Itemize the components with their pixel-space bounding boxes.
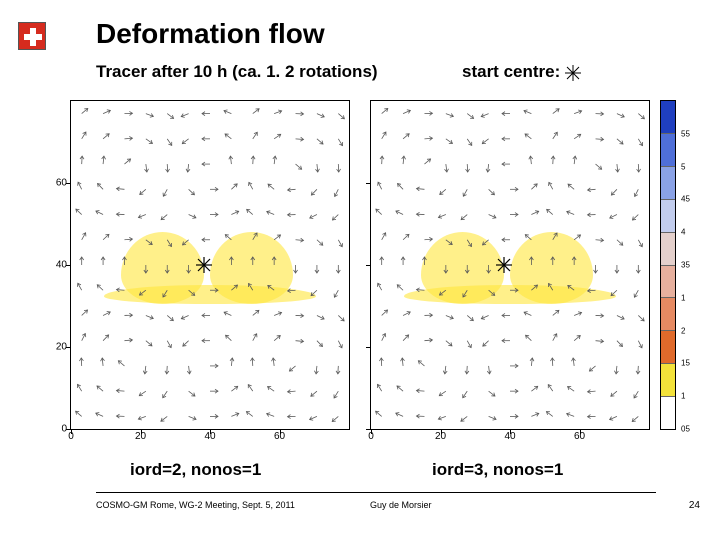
start-centre-text: start centre: (462, 62, 560, 81)
colorbar-segment (661, 330, 675, 363)
footer-left: COSMO-GM Rome, WG-2 Meeting, Sept. 5, 20… (96, 500, 295, 510)
colorbar-segment (661, 363, 675, 396)
xtick-label: 20 (135, 429, 146, 442)
centre-star-icon (196, 257, 212, 273)
colorbar-segment (661, 297, 675, 330)
xtick-label: 40 (204, 429, 215, 442)
xtick-label: 0 (368, 429, 374, 442)
panel-left: 02040600204060 (70, 100, 350, 430)
colorbar-segment (661, 166, 675, 199)
colorbar-label: 55 (681, 129, 690, 138)
panel-right: 0204060 (370, 100, 650, 430)
colorbar-label: 1 (681, 293, 685, 302)
colorbar-label: 05 (681, 425, 690, 434)
footer-author: Guy de Morsier (370, 500, 432, 510)
colorbar: 555454351215105 (660, 100, 676, 430)
page-title: Deformation flow (96, 18, 325, 50)
colorbar-label: 2 (681, 326, 685, 335)
footer-page-number: 24 (689, 500, 700, 511)
colorbar-segment (661, 199, 675, 232)
xtick-label: 60 (274, 429, 285, 442)
caption-right: iord=3, nonos=1 (432, 460, 563, 480)
swiss-logo (18, 22, 46, 50)
ytick-label: 40 (56, 260, 71, 271)
xtick-label: 60 (574, 429, 585, 442)
colorbar-label: 45 (681, 195, 690, 204)
xtick-label: 20 (435, 429, 446, 442)
caption-left: iord=2, nonos=1 (130, 460, 261, 480)
colorbar-label: 5 (681, 162, 685, 171)
start-centre-label: start centre: (462, 62, 581, 82)
colorbar-segment (661, 396, 675, 429)
colorbar-segment (661, 101, 675, 133)
star-icon (565, 65, 581, 81)
subtitle: Tracer after 10 h (ca. 1. 2 rotations) (96, 62, 378, 82)
colorbar-segment (661, 265, 675, 298)
ytick-label: 60 (56, 178, 71, 189)
colorbar-label: 4 (681, 228, 685, 237)
colorbar-label: 1 (681, 392, 685, 401)
colorbar-segment (661, 232, 675, 265)
ytick-label: 20 (56, 342, 71, 353)
colorbar-label: 35 (681, 261, 690, 270)
xtick-label: 40 (504, 429, 515, 442)
colorbar-label: 15 (681, 359, 690, 368)
footer-divider (96, 492, 656, 493)
centre-star-icon (496, 257, 512, 273)
colorbar-segment (661, 133, 675, 166)
xtick-label: 0 (68, 429, 74, 442)
